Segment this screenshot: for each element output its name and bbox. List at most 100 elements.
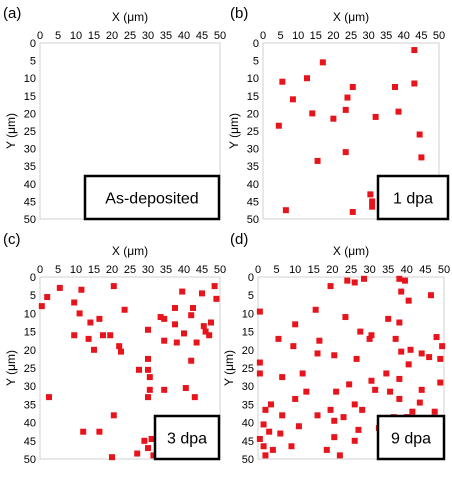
data-point	[96, 315, 103, 322]
data-point	[279, 412, 286, 419]
data-point	[314, 412, 321, 419]
x-tick-label: 20	[106, 30, 118, 42]
data-point	[87, 319, 94, 326]
y-tick-label: 25	[24, 363, 36, 375]
panel-label: (a)	[3, 5, 21, 22]
data-point	[213, 295, 220, 302]
data-point	[290, 343, 297, 350]
data-point	[439, 343, 446, 350]
data-point	[331, 434, 338, 441]
y-axis-label: Y (μm)	[4, 113, 18, 149]
data-point	[351, 279, 358, 286]
data-point	[418, 154, 425, 161]
data-point	[357, 328, 364, 335]
data-point	[275, 335, 282, 342]
data-point	[427, 292, 434, 299]
panel-c: (c) X (μm) Y (μm) 0 5 10 15 20 25 30 35 40 45 50 0…	[3, 231, 226, 466]
data-point	[145, 445, 151, 452]
data-point	[146, 374, 153, 381]
data-point	[401, 277, 408, 284]
data-point	[256, 308, 263, 315]
y-tick-label: 5	[253, 56, 259, 68]
data-point	[323, 446, 330, 453]
y-tick-label: 20	[24, 108, 36, 120]
x-tick-label: 25	[345, 264, 357, 276]
x-tick-label: 5	[278, 30, 284, 42]
data-point	[316, 337, 323, 344]
y-tick-label: 10	[247, 73, 259, 85]
y-tick-labels: 0 5 10 15 20 25 30 35 40 45 50	[24, 38, 36, 226]
y-tick-label: 30	[242, 381, 254, 393]
data-points	[256, 275, 446, 459]
data-point	[173, 339, 180, 346]
y-tick-label: 5	[248, 290, 254, 302]
x-tick-label: 30	[142, 264, 154, 276]
y-tick-label: 0	[253, 38, 259, 50]
y-axis-label: Y (μm)	[4, 350, 18, 386]
x-tick-label: 45	[196, 30, 208, 42]
y-tick-label: 40	[247, 179, 259, 191]
data-point	[385, 315, 392, 322]
panel-d: (d) X (μm) Y (μm) 0 5 10 15 20 25 30 35 40 45 50 0…	[222, 231, 450, 466]
data-point	[355, 426, 362, 433]
x-tick-label: 50	[433, 30, 445, 42]
y-tick-labels: 0 5 10 15 20 25 30 35 40 45 50	[24, 272, 36, 466]
panel-a: (a) X (μm) Y (μm) 0 5 10 15 20 25 30 35 40 45 50 0…	[3, 5, 226, 226]
y-tick-label: 50	[24, 454, 36, 466]
data-point	[372, 113, 379, 120]
data-point	[292, 395, 299, 402]
data-point	[100, 332, 106, 339]
data-point	[349, 84, 356, 90]
data-point	[289, 96, 296, 103]
annotation-box	[376, 174, 450, 221]
x-tick-label: 25	[124, 30, 136, 42]
data-point	[56, 284, 63, 291]
annotation-box	[153, 414, 221, 461]
y-tick-label: 40	[242, 418, 254, 430]
y-tick-label: 30	[24, 381, 36, 393]
x-tick-labels: 0 5 10 15 20 25 30 35 40 45 50	[260, 30, 445, 42]
data-point	[116, 343, 123, 350]
data-point	[392, 84, 398, 90]
x-tick-label: 20	[106, 264, 118, 276]
data-point	[336, 452, 343, 459]
panel-label: (c)	[3, 231, 21, 248]
data-point	[319, 59, 326, 66]
data-point	[405, 361, 412, 368]
data-point	[181, 330, 187, 337]
y-tick-label: 30	[247, 144, 259, 156]
data-point	[314, 350, 321, 357]
y-tick-label: 25	[242, 363, 254, 375]
x-tick-label: 50	[214, 264, 226, 276]
data-point	[396, 319, 403, 326]
data-point	[405, 297, 412, 304]
data-point	[367, 191, 374, 198]
data-point	[416, 399, 423, 406]
x-tick-label: 45	[419, 264, 431, 276]
x-tick-label: 20	[327, 30, 339, 42]
data-point	[145, 355, 151, 362]
panel-b: (b) X (μm) Y (μm) 0 5 10 15 20 25 30 35 40 45 50 0…	[227, 5, 450, 226]
data-point	[211, 283, 218, 290]
data-point	[333, 388, 340, 395]
data-point	[109, 454, 115, 461]
data-point	[256, 359, 263, 366]
data-point	[395, 108, 402, 115]
data-point	[208, 319, 214, 326]
x-tick-label: 40	[178, 264, 190, 276]
y-tick-label: 35	[24, 161, 36, 173]
data-point	[292, 321, 299, 328]
data-point	[262, 406, 269, 413]
x-tick-label: 50	[214, 30, 226, 42]
data-point	[309, 110, 316, 117]
data-point	[418, 350, 425, 357]
data-point	[206, 332, 213, 339]
data-point	[437, 355, 444, 362]
x-tick-label: 35	[380, 30, 392, 42]
data-point	[141, 437, 148, 444]
y-tick-label: 25	[247, 126, 259, 138]
x-tick-label: 15	[88, 30, 100, 42]
data-point	[312, 306, 319, 313]
panel-label: (b)	[230, 5, 248, 22]
data-point	[182, 385, 189, 392]
